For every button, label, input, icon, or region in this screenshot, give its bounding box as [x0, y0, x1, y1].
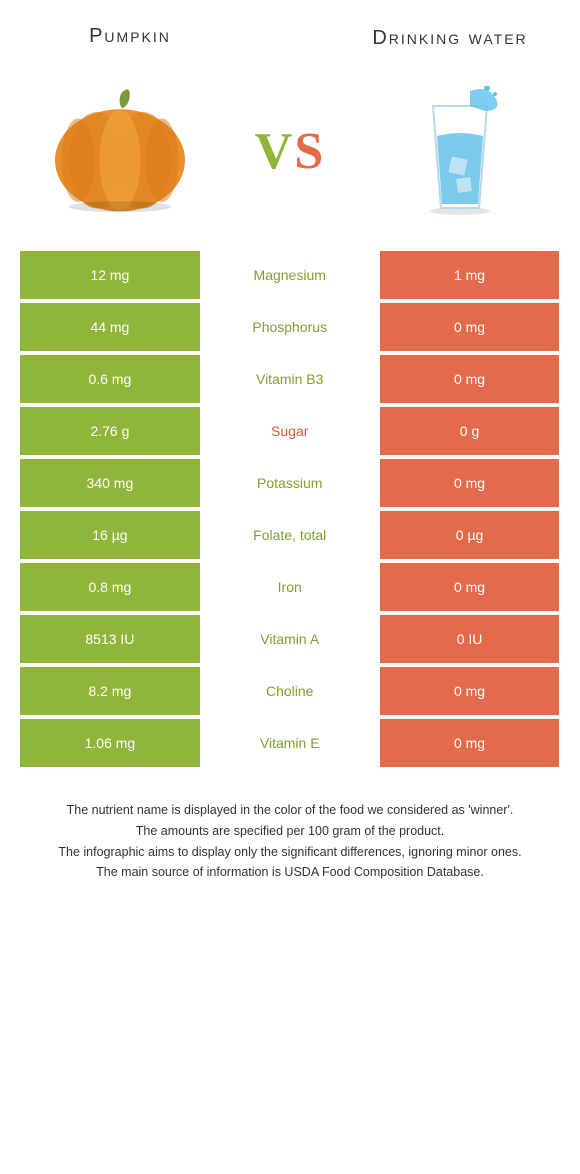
- left-value: 340 mg: [20, 459, 200, 507]
- footer-notes: The nutrient name is displayed in the co…: [0, 771, 580, 904]
- table-row: 8513 IUVitamin A0 IU: [20, 615, 560, 663]
- table-row: 1.06 mgVitamin E0 mg: [20, 719, 560, 767]
- right-value: 1 mg: [380, 251, 560, 299]
- right-value: 0 µg: [380, 511, 560, 559]
- right-title: Drinking water: [350, 25, 550, 51]
- nutrient-label: Phosphorus: [200, 303, 380, 351]
- right-value: 0 mg: [380, 355, 560, 403]
- titles-row: Pumpkin Drinking water: [0, 0, 580, 61]
- table-row: 340 mgPotassium0 mg: [20, 459, 560, 507]
- footer-line: The amounts are specified per 100 gram o…: [30, 822, 550, 841]
- right-value: 0 mg: [380, 303, 560, 351]
- vs-label: VS: [255, 122, 325, 181]
- left-value: 0.8 mg: [20, 563, 200, 611]
- vs-s: S: [294, 123, 325, 180]
- left-value: 8.2 mg: [20, 667, 200, 715]
- right-value: 0 IU: [380, 615, 560, 663]
- nutrient-label: Potassium: [200, 459, 380, 507]
- left-value: 12 mg: [20, 251, 200, 299]
- left-value: 2.76 g: [20, 407, 200, 455]
- water-image: [380, 81, 540, 221]
- table-row: 0.6 mgVitamin B30 mg: [20, 355, 560, 403]
- nutrient-label: Choline: [200, 667, 380, 715]
- left-value: 1.06 mg: [20, 719, 200, 767]
- nutrient-label: Vitamin B3: [200, 355, 380, 403]
- right-value: 0 mg: [380, 719, 560, 767]
- table-row: 44 mgPhosphorus0 mg: [20, 303, 560, 351]
- nutrient-label: Magnesium: [200, 251, 380, 299]
- nutrient-label: Iron: [200, 563, 380, 611]
- right-value: 0 g: [380, 407, 560, 455]
- footer-line: The nutrient name is displayed in the co…: [30, 801, 550, 820]
- table-row: 12 mgMagnesium1 mg: [20, 251, 560, 299]
- left-title: Pumpkin: [30, 25, 230, 51]
- left-value: 8513 IU: [20, 615, 200, 663]
- left-value: 16 µg: [20, 511, 200, 559]
- nutrient-label: Vitamin E: [200, 719, 380, 767]
- vs-v: V: [255, 123, 295, 180]
- right-value: 0 mg: [380, 563, 560, 611]
- footer-line: The infographic aims to display only the…: [30, 843, 550, 862]
- left-value: 0.6 mg: [20, 355, 200, 403]
- footer-line: The main source of information is USDA F…: [30, 863, 550, 882]
- right-value: 0 mg: [380, 459, 560, 507]
- nutrient-label: Vitamin A: [200, 615, 380, 663]
- table-row: 16 µgFolate, total0 µg: [20, 511, 560, 559]
- nutrient-label: Sugar: [200, 407, 380, 455]
- comparison-table: 12 mgMagnesium1 mg44 mgPhosphorus0 mg0.6…: [0, 251, 580, 767]
- left-value: 44 mg: [20, 303, 200, 351]
- images-row: VS: [0, 61, 580, 251]
- right-value: 0 mg: [380, 667, 560, 715]
- pumpkin-image: [40, 81, 200, 221]
- table-row: 2.76 gSugar0 g: [20, 407, 560, 455]
- table-row: 8.2 mgCholine0 mg: [20, 667, 560, 715]
- table-row: 0.8 mgIron0 mg: [20, 563, 560, 611]
- nutrient-label: Folate, total: [200, 511, 380, 559]
